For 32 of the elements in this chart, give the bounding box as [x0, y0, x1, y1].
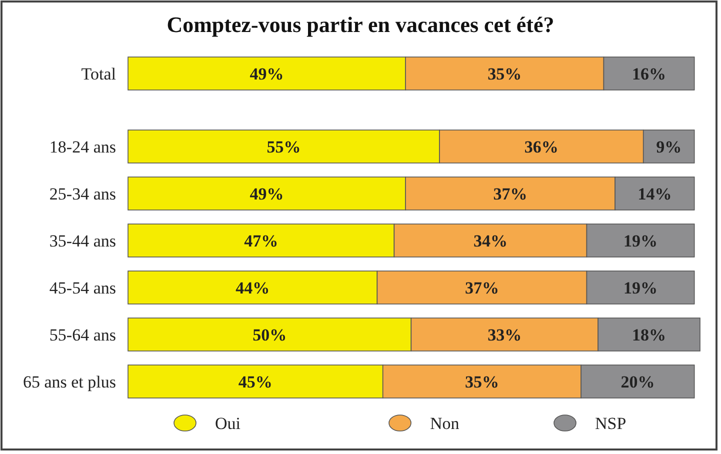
- data-label: 35%: [464, 372, 499, 392]
- y-tick-label: 25-34 ans: [49, 184, 116, 204]
- data-label: 55%: [266, 138, 301, 156]
- data-label: 49%: [250, 184, 284, 204]
- data-label: 18%: [632, 326, 666, 344]
- legend-label: Oui: [215, 414, 241, 433]
- data-label: 20%: [620, 372, 655, 392]
- data-label: 49%: [250, 64, 284, 84]
- y-tick-label: 65 ans et plus: [22, 372, 116, 392]
- data-label: 33%: [488, 326, 522, 344]
- chart-title: Comptez-vous partir en vacances cet été?: [166, 12, 554, 37]
- y-tick-label: Total: [81, 64, 116, 84]
- data-label: 14%: [638, 184, 672, 204]
- data-label: 19%: [624, 232, 658, 250]
- y-tick-label: 35-44 ans: [49, 232, 116, 250]
- y-tick-label: 55-64 ans: [49, 326, 116, 344]
- data-label: 34%: [473, 232, 508, 250]
- data-label: 47%: [244, 232, 278, 250]
- y-tick-label: 45-54 ans: [49, 278, 116, 298]
- data-label: 50%: [252, 326, 287, 344]
- data-label: 36%: [524, 138, 558, 156]
- legend-label: NSP: [595, 414, 626, 433]
- data-label: 16%: [632, 64, 666, 84]
- data-label: 9%: [656, 138, 682, 156]
- data-label: 45%: [238, 372, 272, 392]
- data-label: 19%: [624, 278, 658, 298]
- y-tick-label: 18-24 ans: [49, 138, 116, 156]
- data-label: 37%: [493, 184, 528, 204]
- data-label: 44%: [236, 278, 270, 298]
- legend-label: Non: [430, 414, 460, 433]
- data-label: 35%: [488, 64, 522, 84]
- data-label: 37%: [464, 278, 499, 298]
